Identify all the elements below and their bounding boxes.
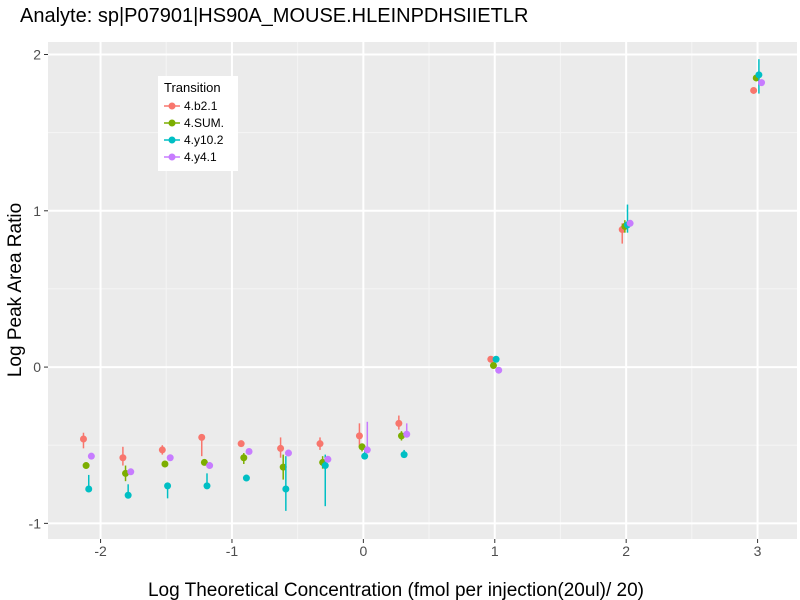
data-point — [284, 449, 292, 457]
legend-title: Transition — [164, 80, 221, 95]
data-point — [245, 447, 253, 455]
axes: -2 -1 0 1 2 3 -1 0 1 2 — [29, 47, 762, 559]
data-point — [164, 482, 172, 490]
data-point — [758, 79, 766, 87]
data-point — [158, 446, 166, 454]
data-point — [492, 355, 500, 363]
data-point — [363, 446, 371, 454]
series-4.b2.1 — [79, 86, 758, 466]
data-point — [161, 460, 169, 468]
data-point — [200, 458, 208, 466]
data-point — [203, 482, 211, 490]
data-point — [166, 454, 174, 462]
y-axis-title: Log Peak Area Ratio — [5, 203, 26, 377]
x-tick-label: -1 — [226, 543, 239, 559]
legend-label: 4.SUM. — [184, 116, 224, 130]
data-point — [206, 462, 214, 470]
legend-item: 4.y10.2 — [164, 133, 224, 147]
data-point — [282, 485, 290, 493]
data-point — [355, 432, 363, 440]
data-point — [198, 433, 206, 441]
x-axis-title: Log Theoretical Concentration (fmol per … — [148, 580, 644, 600]
legend-label: 4.y4.1 — [184, 150, 217, 164]
data-point — [487, 355, 495, 363]
legend-item: 4.SUM. — [164, 116, 224, 130]
x-tick-label: 0 — [359, 543, 367, 559]
data-point — [242, 474, 250, 482]
data-point — [400, 451, 408, 459]
legend-key-point — [168, 153, 176, 161]
data-point — [122, 469, 130, 477]
x-tick-label: -2 — [94, 543, 107, 559]
y-tick-label: -1 — [29, 515, 42, 531]
data-point — [127, 468, 135, 476]
data-point — [79, 435, 87, 443]
data-point — [240, 454, 248, 462]
data-point — [755, 71, 763, 79]
data-point — [316, 440, 324, 448]
legend-item: 4.y4.1 — [164, 150, 217, 164]
data-point — [750, 86, 758, 94]
data-point — [277, 444, 285, 452]
chart-title: Analyte: sp|P07901|HS90A_MOUSE.HLEINPDHS… — [20, 5, 528, 27]
data-marks — [79, 59, 766, 511]
data-point — [119, 454, 127, 462]
y-tick-label: 2 — [33, 47, 41, 63]
data-point — [82, 462, 90, 470]
x-tick-label: 3 — [754, 543, 762, 559]
data-point — [361, 452, 369, 460]
data-point — [237, 440, 245, 448]
x-tick-label: 2 — [622, 543, 630, 559]
legend-key-point — [168, 119, 176, 127]
legend-key-point — [168, 136, 176, 144]
series-4.y4.1 — [87, 79, 766, 476]
legend: Transition 4.b2.1 4.SUM. 4.y10.2 4.y4.1 — [158, 76, 238, 171]
data-point — [489, 362, 497, 370]
legend-item: 4.b2.1 — [164, 99, 218, 113]
data-point — [279, 463, 287, 471]
y-tick-label: 0 — [33, 359, 41, 375]
data-point — [495, 366, 503, 374]
data-point — [397, 432, 405, 440]
x-tick-label: 1 — [491, 543, 499, 559]
data-point — [85, 485, 93, 493]
data-point — [395, 419, 403, 427]
data-point — [358, 443, 366, 451]
data-point — [87, 452, 95, 460]
legend-label: 4.b2.1 — [184, 99, 218, 113]
legend-key-point — [168, 102, 176, 110]
data-point — [403, 430, 411, 438]
legend-label: 4.y10.2 — [184, 133, 224, 147]
data-point — [626, 219, 634, 227]
data-point — [324, 455, 332, 463]
y-tick-label: 1 — [33, 203, 41, 219]
legend-items: 4.b2.1 4.SUM. 4.y10.2 4.y4.1 — [164, 99, 224, 164]
data-point — [124, 491, 132, 499]
data-point — [321, 462, 329, 470]
